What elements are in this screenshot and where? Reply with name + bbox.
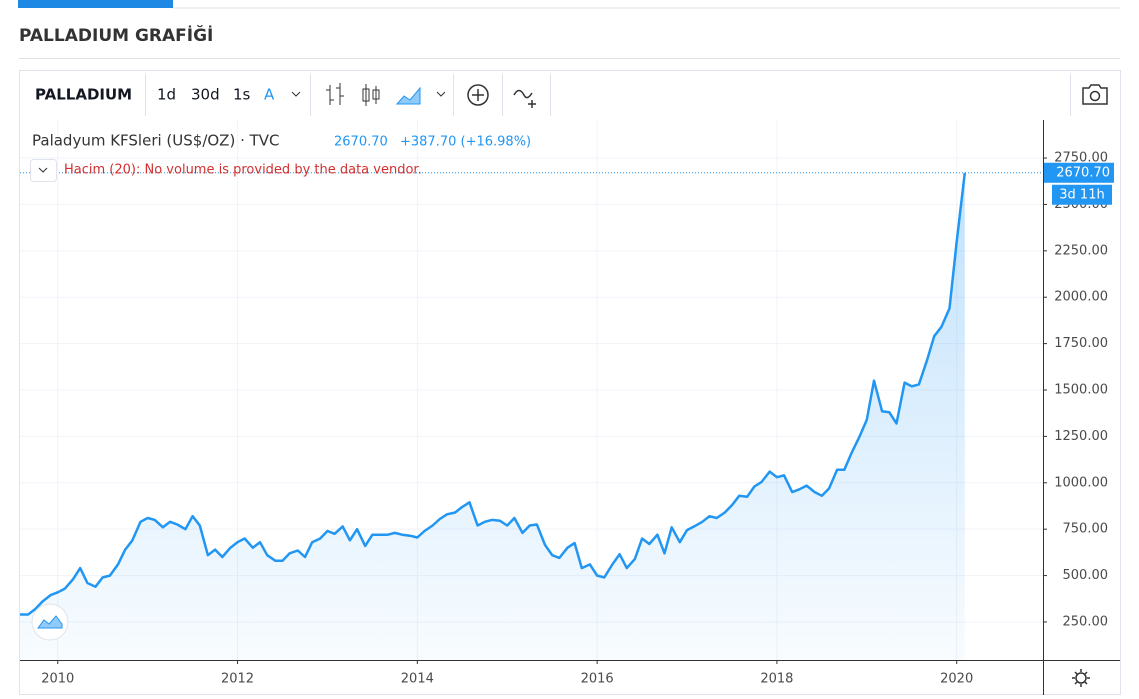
y-tick-label: 2750.00 bbox=[1054, 151, 1108, 166]
interval[interactable]: 1s bbox=[233, 86, 251, 104]
countdown-tag bbox=[1052, 184, 1112, 205]
camera-lens bbox=[1089, 90, 1101, 102]
chevron[interactable] bbox=[436, 91, 446, 97]
last-price-label: 2670.70 bbox=[1056, 165, 1110, 180]
area-fill bbox=[20, 172, 965, 660]
logo-icon bbox=[37, 615, 63, 629]
y-tick-label: 250.00 bbox=[1063, 614, 1109, 629]
x-tick-label: 2020 bbox=[940, 672, 973, 687]
x-tick-label: 2010 bbox=[41, 672, 74, 687]
axes: 2010 2012 2014 2016 2018 2020 250.00 500.00 750.… bbox=[41, 151, 1114, 687]
price-change: +387.70 (+16.98%) bbox=[400, 135, 531, 150]
y-tick-label: 1000.00 bbox=[1054, 475, 1108, 490]
chevron bbox=[38, 167, 48, 173]
toolbar: PALLADIUM 1d 30d 1s A bbox=[35, 74, 1108, 116]
x-tick-label: 2012 bbox=[221, 672, 254, 687]
y-tick-label: 1250.00 bbox=[1054, 429, 1108, 444]
y-tick-label: 2250.00 bbox=[1054, 243, 1108, 258]
volume-note: Hacim (20): No volume is provided by the… bbox=[64, 163, 422, 178]
compare-plus bbox=[472, 89, 484, 101]
logo[interactable] bbox=[31, 603, 69, 641]
area-icon[interactable] bbox=[395, 86, 421, 105]
collapse-button[interactable] bbox=[30, 159, 57, 182]
x-tick-label: 2016 bbox=[581, 672, 614, 687]
bars-icon[interactable] bbox=[326, 83, 344, 105]
interval[interactable]: 30d bbox=[191, 86, 220, 104]
indicators-icon[interactable] bbox=[513, 89, 536, 109]
x-tick-label: 2018 bbox=[760, 672, 793, 687]
last-price-tag bbox=[1044, 162, 1114, 183]
interval[interactable]: 1d bbox=[157, 86, 176, 104]
y-tick-label: 500.00 bbox=[1063, 568, 1109, 583]
chevron[interactable] bbox=[291, 91, 301, 97]
last-price: 2670.70 bbox=[334, 135, 388, 150]
y-tick-label: 1500.00 bbox=[1054, 383, 1108, 398]
y-tick-label: 750.00 bbox=[1063, 522, 1109, 537]
legend: Paladyum KFSleri (US$/OZ) · TVC 2670.70 … bbox=[30, 132, 531, 182]
active-tab[interactable] bbox=[18, 0, 173, 8]
x-tick-label: 2014 bbox=[401, 672, 434, 687]
page-title: PALLADIUM GRAFİĞİ bbox=[19, 24, 213, 46]
scale-mode[interactable]: A bbox=[264, 86, 275, 104]
countdown-label: 3d 11h bbox=[1059, 187, 1104, 202]
y-tick-label: 1750.00 bbox=[1054, 336, 1108, 351]
compare-icon[interactable] bbox=[467, 84, 489, 106]
y-tick-label: 2000.00 bbox=[1054, 290, 1108, 305]
candles-icon[interactable] bbox=[362, 84, 380, 106]
settings-spokes bbox=[1072, 669, 1090, 687]
plot bbox=[20, 172, 1043, 660]
settings-icon[interactable] bbox=[1075, 672, 1087, 684]
camera-icon[interactable] bbox=[1082, 84, 1108, 105]
symbol[interactable]: PALLADIUM bbox=[35, 86, 132, 104]
price-line bbox=[20, 172, 967, 616]
series-name: Paladyum KFSleri (US$/OZ) · TVC bbox=[32, 132, 280, 150]
